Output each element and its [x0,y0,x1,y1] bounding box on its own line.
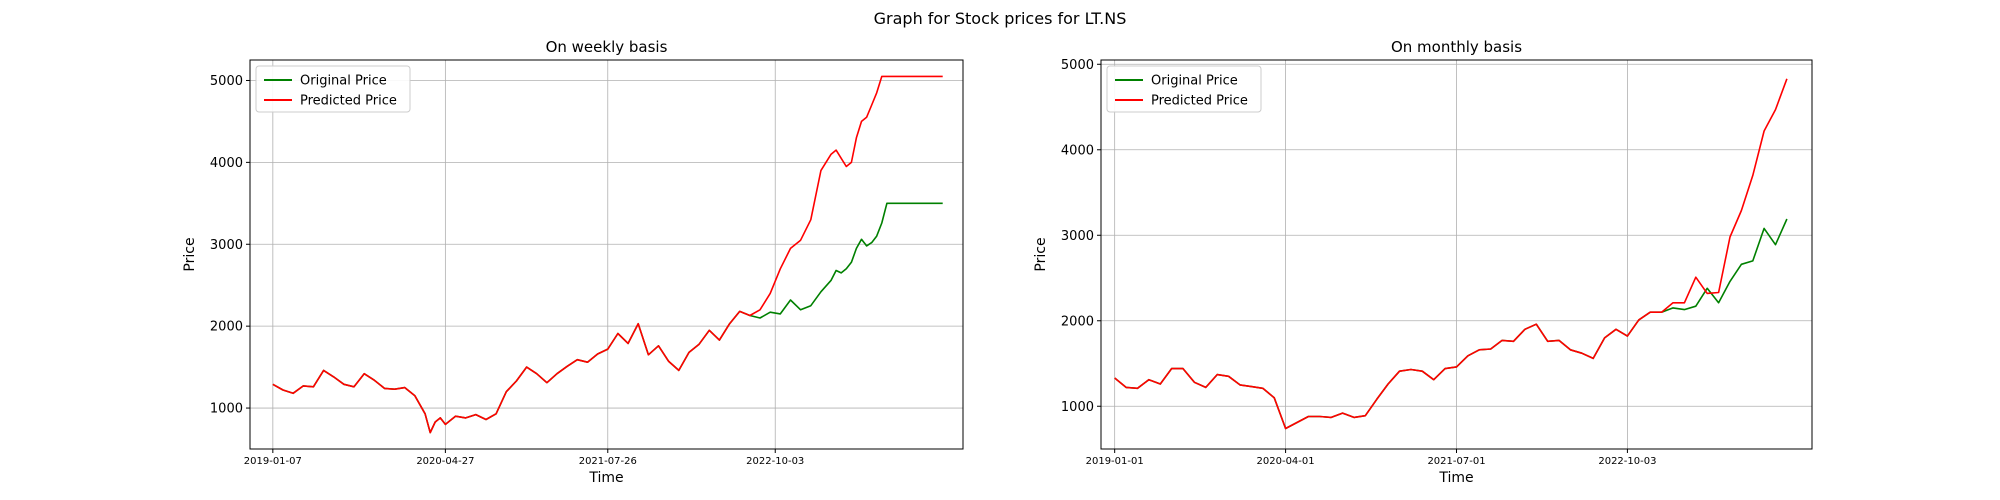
series-line-predicted-price [272,75,943,434]
y-tick-label: 1000 [210,402,243,417]
y-tick-label: 3000 [210,238,243,253]
x-tick-label: 2022-10-03 [746,456,804,467]
chart-title: On monthly basis [1391,38,1522,56]
grid [1101,60,1812,449]
series-line-original-price [1114,218,1788,430]
chart-weekly: On weekly basis 2019-01-07 2020-04-27 2021-… [182,38,964,486]
x-tick-label: 2019-01-07 [244,456,302,467]
axes-frame [249,59,964,450]
y-tick-label: 3000 [1061,229,1094,244]
y-axis-label: Price [1033,237,1049,271]
legend-label: Original Price [1151,74,1238,89]
x-axis-label: Time [588,470,623,486]
legend-box [1106,65,1262,113]
legend-label: Predicted Price [300,94,397,109]
series-line-predicted-price [1114,78,1788,430]
x-tick-label: 2020-04-01 [1257,456,1315,467]
chart-monthly: On monthly basis 2019-01-01 2020-04-01 2021… [1033,38,1813,486]
x-tick-label: 2019-01-01 [1086,456,1144,467]
legend-label: Original Price [300,74,387,89]
x-axis-label: Time [1438,470,1473,486]
y-tick-label: 4000 [1061,143,1094,158]
y-tick-label: 2000 [1061,314,1094,329]
legend: Original Price Predicted Price [255,65,411,113]
x-tick-label: 2021-07-01 [1427,456,1485,467]
y-axis-label: Price [182,237,198,271]
legend-label: Predicted Price [1151,94,1248,109]
y-tick-label: 5000 [210,74,243,89]
x-tick-label: 2022-10-03 [1598,456,1656,467]
figure-title: Graph for Stock prices for LT.NS [874,9,1127,28]
y-tick-label: 2000 [210,320,243,335]
grid [250,60,963,449]
y-tick-label: 5000 [1061,58,1094,73]
legend: Original Price Predicted Price [1106,65,1262,113]
x-tick-label: 2020-04-27 [416,456,474,467]
charts-container: On weekly basis 2019-01-07 2020-04-27 2021-… [182,38,1813,486]
chart-title: On weekly basis [546,38,668,56]
x-tick-label: 2021-07-26 [579,456,637,467]
y-tick-label: 4000 [210,156,243,171]
legend-box [255,65,411,113]
y-tick-label: 1000 [1061,400,1094,415]
